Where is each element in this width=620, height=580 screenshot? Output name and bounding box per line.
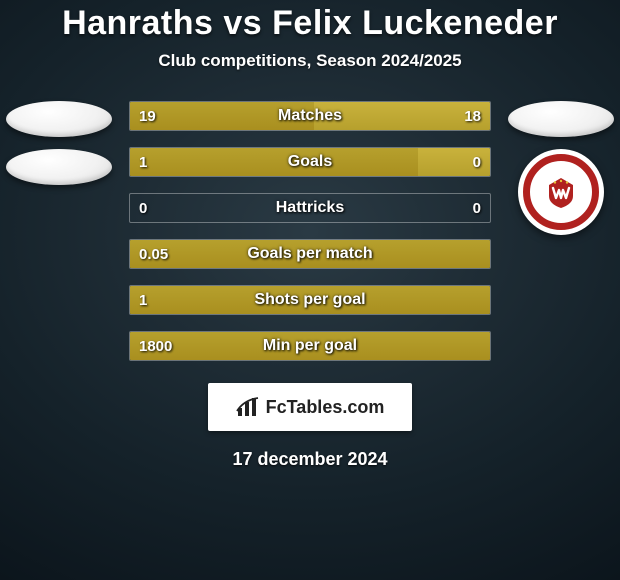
stat-bar-right-fill <box>314 102 490 130</box>
stat-bar-left-fill <box>130 148 418 176</box>
stat-bar-row: Min per goal1800 <box>129 331 491 361</box>
bar-chart-icon <box>236 396 260 418</box>
stat-bar-row: Goals10 <box>129 147 491 177</box>
stat-bar-left-fill <box>130 240 490 268</box>
stat-bar-track <box>129 285 491 315</box>
page-subtitle: Club competitions, Season 2024/2025 <box>158 51 461 71</box>
club-badge-wehen-wiesbaden <box>518 149 604 235</box>
fctables-label: FcTables.com <box>266 397 385 418</box>
stat-bar-row: Hattricks00 <box>129 193 491 223</box>
content-wrapper: Hanraths vs Felix Luckeneder Club compet… <box>0 0 620 580</box>
stat-bar-track <box>129 239 491 269</box>
stat-bar-row: Matches1918 <box>129 101 491 131</box>
stat-bar-track <box>129 147 491 177</box>
infographic-date: 17 december 2024 <box>232 449 387 470</box>
stat-bar-track <box>129 331 491 361</box>
stat-bars-container: Matches1918 Goals10 Hattricks00 Goals per m… <box>129 101 491 361</box>
stat-bar-row: Shots per goal1 <box>129 285 491 315</box>
stat-bar-right-fill <box>418 148 490 176</box>
stats-section: Matches1918 Goals10 Hattricks00 Goals per m… <box>0 101 620 361</box>
stat-bar-track <box>129 193 491 223</box>
club-crest-icon <box>541 172 581 212</box>
fctables-watermark: FcTables.com <box>208 383 412 431</box>
placeholder-oval-icon <box>508 101 614 137</box>
stat-bar-track <box>129 101 491 131</box>
stat-bar-left-fill <box>130 102 314 130</box>
page-title: Hanraths vs Felix Luckeneder <box>62 4 558 43</box>
stat-bar-left-fill <box>130 332 490 360</box>
player-left-badges <box>6 101 112 185</box>
stat-bar-left-fill <box>130 286 490 314</box>
stat-bar-row: Goals per match0.05 <box>129 239 491 269</box>
player-right-badges <box>508 101 614 235</box>
placeholder-oval-icon <box>6 149 112 185</box>
placeholder-oval-icon <box>6 101 112 137</box>
